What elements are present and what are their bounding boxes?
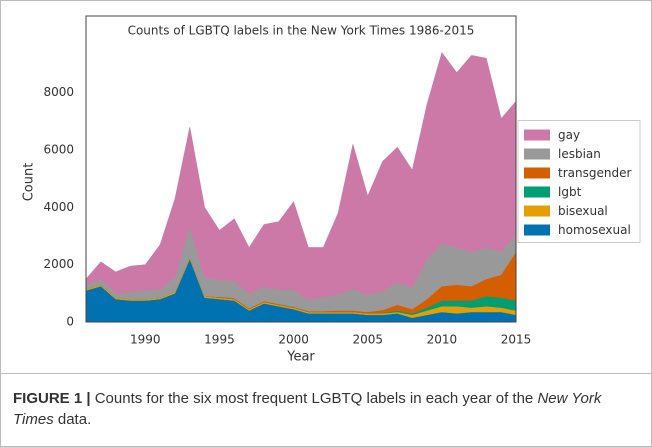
caption-label: FIGURE 1 | <box>13 390 91 407</box>
x-tick-label: 1995 <box>204 333 235 347</box>
y-tick-label: 8000 <box>43 85 74 99</box>
legend-swatch <box>524 186 550 198</box>
legend-swatch <box>524 129 550 141</box>
caption-italic: New York Times <box>13 390 602 428</box>
x-tick-label: 1990 <box>130 333 161 347</box>
chart: Counts of LGBTQ labels in the New York T… <box>22 15 641 365</box>
legend-swatch <box>524 205 550 217</box>
legend-label: lgbt <box>558 185 582 199</box>
caption-tail: data. <box>57 411 92 428</box>
caption-text: Counts for the six most frequent LGBTQ l… <box>94 390 534 407</box>
legend-box <box>517 120 641 243</box>
x-tick-label: 2010 <box>427 333 458 347</box>
legend-label: lesbian <box>558 147 601 161</box>
legend-swatch <box>524 148 550 160</box>
plot-frame <box>85 15 517 323</box>
x-tick-label: 2015 <box>501 333 532 347</box>
legend-swatch <box>524 224 550 236</box>
x-axis-label: Year <box>286 350 315 365</box>
legend-label: transgender <box>558 166 631 180</box>
legend-label: gay <box>558 128 580 142</box>
y-tick-label: 2000 <box>43 257 74 271</box>
x-tick-label: 2000 <box>278 333 309 347</box>
y-tick-label: 6000 <box>43 142 74 156</box>
y-axis-label: Count <box>22 163 37 202</box>
x-tick-label: 2005 <box>352 333 383 347</box>
legend-label: bisexual <box>558 204 608 218</box>
chart-title: Counts of LGBTQ labels in the New York T… <box>128 24 475 38</box>
y-tick-label: 0 <box>66 315 74 329</box>
legend-swatch <box>524 167 550 179</box>
caption: FIGURE 1 | Counts for the six most frequ… <box>1 373 651 446</box>
legend-label: homosexual <box>558 223 631 237</box>
y-tick-label: 4000 <box>43 200 74 214</box>
